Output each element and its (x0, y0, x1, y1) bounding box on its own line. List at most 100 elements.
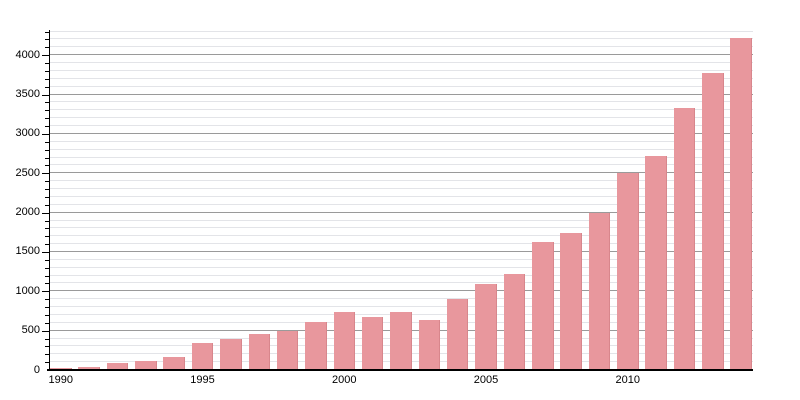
minor-gridline (49, 46, 753, 48)
y-minor-tick (45, 181, 49, 183)
y-major-tick (42, 212, 49, 214)
minor-gridline (49, 219, 753, 221)
y-minor-tick (45, 322, 49, 324)
y-minor-tick (45, 267, 49, 269)
y-minor-tick (45, 204, 49, 206)
x-tick-label: 2000 (332, 374, 357, 386)
minor-gridline (49, 30, 753, 32)
y-tick-label: 3500 (15, 88, 40, 100)
y-minor-tick (45, 165, 49, 167)
y-minor-tick (45, 78, 49, 80)
y-minor-tick (45, 244, 49, 246)
minor-gridline (49, 235, 753, 237)
y-tick-label: 2000 (15, 206, 40, 219)
y-major-tick (42, 291, 49, 293)
minor-gridline (49, 101, 753, 103)
minor-gridline (49, 62, 753, 64)
bar-1995 (191, 342, 214, 370)
major-gridline (49, 132, 753, 134)
minor-gridline (49, 38, 753, 40)
y-minor-tick (45, 299, 49, 301)
y-major-tick (42, 173, 49, 175)
y-minor-tick (45, 126, 49, 127)
minor-gridline (49, 109, 753, 111)
major-gridline (49, 250, 753, 252)
bar-1997 (248, 333, 270, 370)
minor-gridline (49, 266, 753, 268)
y-minor-tick (45, 228, 49, 230)
minor-gridline (49, 180, 753, 182)
bar-1996 (220, 338, 242, 370)
y-minor-tick (45, 283, 49, 285)
minor-gridline (49, 117, 753, 119)
minor-gridline (49, 125, 753, 126)
y-minor-tick (45, 157, 49, 159)
y-tick-label: 4000 (15, 48, 40, 61)
bar-2000 (333, 312, 355, 370)
x-tick-label: 2005 (473, 374, 499, 386)
bar-2007 (532, 242, 554, 370)
y-minor-tick (45, 314, 49, 316)
bar-2003 (418, 319, 441, 370)
plot-area (49, 30, 753, 370)
y-minor-tick (45, 63, 49, 65)
y-minor-tick (45, 149, 49, 151)
bar-1992 (106, 363, 129, 370)
y-axis-line (49, 30, 50, 371)
minor-gridline (49, 282, 753, 284)
y-minor-tick (45, 307, 49, 308)
y-minor-tick (45, 70, 49, 72)
major-gridline (49, 54, 753, 56)
y-tick-label: 500 (21, 324, 40, 337)
bar-1999 (305, 322, 327, 370)
x-tick-label: 2010 (615, 374, 641, 386)
minor-gridline (49, 69, 753, 71)
y-minor-tick (45, 346, 49, 348)
bar-1998 (276, 331, 299, 370)
minor-gridline (49, 195, 753, 197)
minor-gridline (49, 77, 753, 79)
minor-gridline (49, 298, 753, 300)
major-gridline (49, 211, 753, 213)
x-tick-label: 1990 (48, 374, 74, 386)
major-gridline (49, 172, 753, 174)
minor-gridline (49, 85, 753, 87)
y-minor-tick (45, 102, 49, 104)
minor-gridline (49, 156, 753, 158)
y-tick-label: 2500 (15, 166, 40, 179)
x-tick-label: 1995 (190, 374, 215, 386)
minor-gridline (49, 188, 753, 189)
bar-2013 (702, 72, 724, 370)
y-minor-tick (45, 196, 49, 198)
y-major-tick (42, 94, 49, 96)
y-minor-tick (45, 189, 49, 190)
y-minor-tick (45, 275, 49, 277)
minor-gridline (49, 203, 753, 205)
x-axis-line (47, 369, 753, 371)
major-gridline (49, 93, 753, 95)
y-minor-tick (45, 141, 49, 143)
bar-2009 (588, 212, 611, 370)
minor-gridline (49, 148, 753, 150)
bar-2001 (361, 317, 384, 370)
bar-1994 (163, 357, 185, 370)
bar-2004 (446, 299, 469, 370)
y-minor-tick (45, 362, 49, 364)
y-tick-label: 1500 (15, 245, 40, 258)
y-minor-tick (45, 338, 49, 340)
y-major-tick (42, 251, 49, 253)
bar-1993 (135, 360, 157, 370)
y-minor-tick (45, 86, 49, 88)
y-minor-tick (45, 110, 49, 112)
minor-gridline (49, 227, 753, 229)
y-tick-label: 1000 (15, 284, 40, 297)
bar-2010 (617, 173, 639, 370)
bar-2002 (390, 311, 412, 370)
y-minor-tick (45, 236, 49, 238)
y-minor-tick (45, 354, 49, 356)
bar-2011 (645, 155, 667, 370)
minor-gridline (49, 243, 753, 245)
y-tick-label: 3000 (15, 127, 40, 140)
bar-2012 (673, 107, 696, 370)
